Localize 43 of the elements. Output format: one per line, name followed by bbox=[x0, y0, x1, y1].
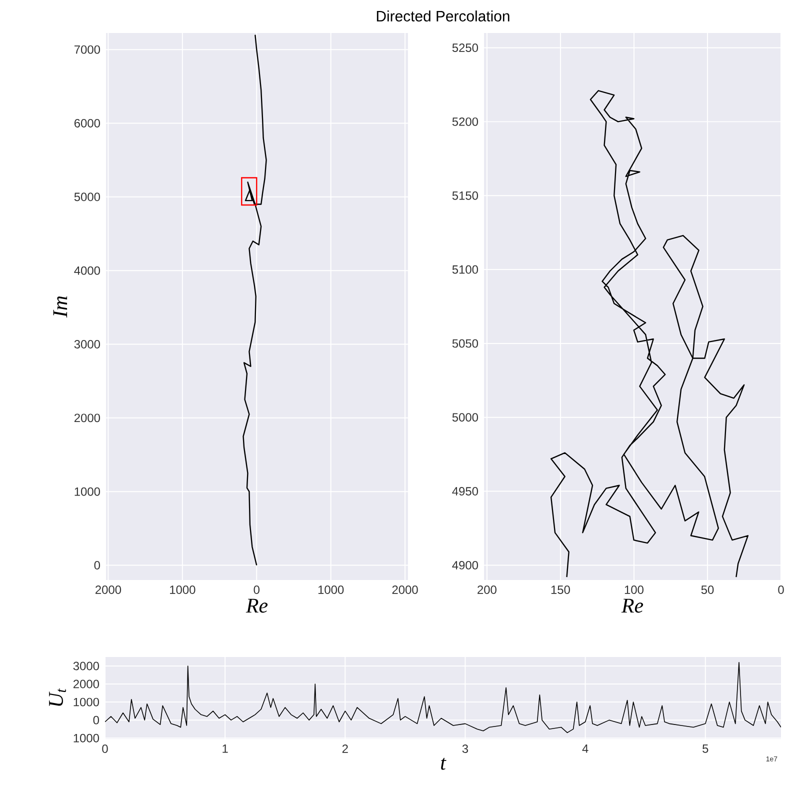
y-tick-label: 5250 bbox=[452, 44, 478, 52]
y-tick-label: 4900 bbox=[452, 560, 478, 570]
y-axis-title: Im bbox=[54, 296, 68, 318]
y-tick-label: 5050 bbox=[452, 339, 478, 348]
x-tick-label: 0 bbox=[102, 744, 108, 753]
x-axis-title: t bbox=[441, 758, 447, 770]
x-tick-label: 1000 bbox=[170, 586, 196, 594]
x-tick-label: 2 bbox=[342, 744, 348, 753]
y-tick-label: 5150 bbox=[452, 191, 478, 200]
y-tick-label: 3000 bbox=[74, 340, 100, 348]
y-tick-label: 1000 bbox=[74, 734, 100, 742]
y-tick-label: 4950 bbox=[452, 487, 478, 496]
y-tick-label: 1000 bbox=[74, 487, 100, 496]
x-tick-label: 200 bbox=[478, 586, 497, 594]
x-tick-label: 3 bbox=[462, 744, 468, 753]
y-tick-label: 2000 bbox=[74, 680, 100, 688]
y-tick-label: 4000 bbox=[74, 266, 100, 275]
y-tick-label: 6000 bbox=[74, 119, 100, 128]
x-tick-label: 5 bbox=[702, 744, 708, 753]
y-tick-label: 5000 bbox=[452, 413, 478, 422]
line-series bbox=[550, 90, 749, 578]
x-tick-label: 50 bbox=[702, 586, 714, 594]
x-tick-label: 150 bbox=[552, 586, 570, 594]
y-tick-label: 0 bbox=[93, 716, 100, 724]
x-axis-title: Re bbox=[622, 598, 644, 613]
x-axis-title: Re bbox=[246, 598, 268, 613]
y-tick-label: 0 bbox=[94, 561, 100, 570]
x-tick-label: 0 bbox=[778, 586, 784, 594]
text: Directed Percolation bbox=[377, 10, 510, 22]
x-tick-label: 1 bbox=[222, 744, 228, 753]
y-tick-label: 1000 bbox=[74, 698, 100, 706]
y-tick-label: 5200 bbox=[452, 117, 478, 126]
x-tick-label: 0 bbox=[254, 586, 260, 594]
x-tick-label: 4 bbox=[582, 744, 588, 753]
y-tick-label: 2000 bbox=[74, 414, 100, 422]
x-tick-label: 100 bbox=[625, 586, 644, 594]
x-tick-label: 2000 bbox=[392, 586, 418, 594]
y-tick-label: 5000 bbox=[74, 192, 100, 202]
y-axis-title: U$_{t}$ bbox=[49, 688, 66, 706]
y-tick-label: 3000 bbox=[74, 662, 100, 670]
x-tick-label: 1000 bbox=[318, 586, 344, 594]
y-tick-label: 7000 bbox=[74, 45, 100, 54]
y-tick-label: 5100 bbox=[452, 265, 478, 274]
